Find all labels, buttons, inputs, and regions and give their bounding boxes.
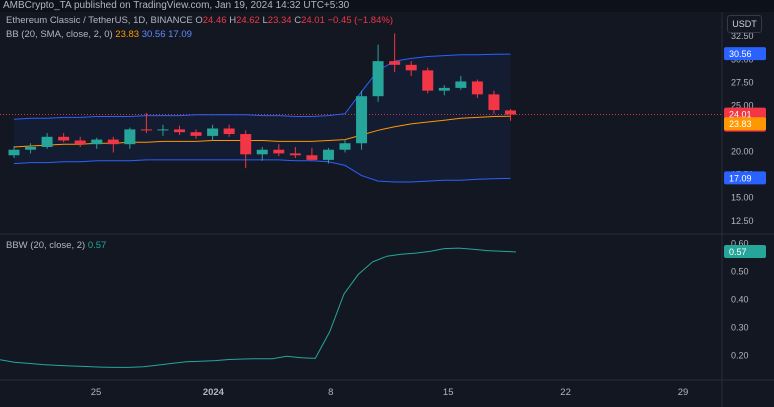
candle-body[interactable] — [471, 81, 483, 95]
candle-body[interactable] — [505, 110, 516, 115]
candle-body[interactable] — [8, 149, 20, 156]
bbw-tick-label: 0.60 — [731, 239, 749, 249]
bb-upper-price-label: 30.56 — [729, 49, 752, 59]
candle-body[interactable] — [438, 87, 450, 91]
bb-lower-value: 17.09 — [168, 29, 192, 40]
price-tick-label: 32.50 — [731, 31, 754, 41]
price-tick-label: 12.50 — [731, 216, 754, 226]
bb-lower-price-label-bg — [724, 171, 766, 185]
bb-label[interactable]: BB (20, SMA, close, 2, 0) — [6, 29, 113, 40]
bb-upper-line — [13, 53, 511, 120]
candle-body[interactable] — [289, 153, 301, 156]
publisher-line: AMBCrypto_TA published on TradingView.co… — [3, 0, 350, 11]
bbw-tick-label: 0.30 — [731, 323, 749, 333]
candle-body[interactable] — [190, 132, 202, 136]
candle-body[interactable] — [74, 140, 86, 145]
candle-body[interactable] — [389, 61, 401, 65]
candle-body[interactable] — [140, 129, 152, 131]
candle-body[interactable] — [41, 136, 53, 147]
bb-fill — [14, 54, 511, 182]
price-tick-label: 20.00 — [731, 147, 754, 157]
bb-lower-price-label: 17.09 — [729, 173, 752, 183]
candle-body[interactable] — [455, 81, 467, 88]
close-value: 24.01 — [301, 15, 325, 26]
bbw-last-label-bg — [724, 245, 766, 258]
bbw-tick-label: 0.20 — [731, 351, 749, 361]
bbw-legend: BBW (20, close, 2) 0.57 — [6, 240, 106, 252]
low-value: 23.34 — [267, 15, 292, 26]
bb-basis-price-label-bg — [724, 117, 766, 131]
time-tick-label: 22 — [560, 387, 571, 398]
candle-body[interactable] — [422, 70, 434, 91]
candle-body[interactable] — [339, 143, 351, 150]
bb-upper-value: 30.56 — [141, 29, 166, 40]
candle-body[interactable] — [488, 94, 500, 111]
bb-legend: BB (20, SMA, close, 2, 0) 23.83 30.56 17… — [6, 29, 192, 41]
close-label: C — [294, 15, 302, 26]
bb-upper-price-label-bg — [724, 47, 766, 61]
bbw-last-label: 0.57 — [729, 247, 747, 257]
candle-body[interactable] — [58, 136, 70, 141]
candle-body[interactable] — [240, 134, 252, 155]
bbw-label[interactable]: BBW (20, close, 2) — [6, 240, 86, 251]
open-label: O — [195, 15, 203, 26]
bb-basis-price-label: 23.83 — [729, 119, 752, 129]
candle-body[interactable] — [25, 146, 37, 150]
low-label: L — [262, 15, 268, 26]
symbol-label[interactable]: Ethereum Classic / TetherUS, 1D, BINANCE — [6, 15, 193, 26]
bb-basis-value: 23.83 — [115, 29, 140, 40]
candle-body[interactable] — [372, 61, 384, 97]
bbw-value: 0.57 — [87, 240, 107, 251]
currency-button[interactable]: USDT — [727, 15, 762, 33]
candle-body[interactable] — [256, 149, 268, 155]
time-tick-label: 2024 — [203, 387, 225, 398]
price-tick-label: 27.50 — [731, 77, 754, 87]
candle-body[interactable] — [273, 149, 285, 154]
candle-body[interactable] — [207, 128, 219, 136]
candle-body[interactable] — [223, 128, 235, 135]
candle-body[interactable] — [107, 139, 119, 145]
candle-body[interactable] — [174, 129, 185, 133]
bbw-tick-label: 0.50 — [731, 267, 749, 277]
candle-body[interactable] — [356, 96, 368, 144]
high-label: H — [229, 15, 237, 26]
ohlc-legend: Ethereum Classic / TetherUS, 1D, BINANCE… — [6, 15, 393, 27]
time-tick-label: 29 — [678, 387, 689, 398]
time-tick-label: 15 — [443, 387, 454, 398]
candle-body[interactable] — [405, 64, 417, 71]
bbw-tick-label: 0.40 — [731, 295, 749, 305]
candle-body[interactable] — [124, 129, 136, 145]
price-tick-label: 15.00 — [731, 193, 754, 203]
publisher-bar: AMBCrypto_TA published on TradingView.co… — [0, 0, 774, 12]
time-tick-label: 8 — [328, 387, 333, 398]
price-tick-label: 25.00 — [731, 100, 754, 110]
high-value: 24.62 — [236, 15, 260, 26]
bbw-line — [0, 247, 517, 368]
candle-body[interactable] — [91, 139, 103, 145]
candle-body[interactable] — [157, 129, 169, 131]
change-value: −0.45 (−1.84%) — [327, 15, 394, 26]
last-price-label: 24.01 — [729, 110, 752, 120]
time-tick-label: 25 — [91, 387, 102, 398]
open-value: 24.46 — [202, 15, 227, 26]
candle-body[interactable] — [306, 155, 318, 160]
candle-body[interactable] — [322, 149, 334, 160]
